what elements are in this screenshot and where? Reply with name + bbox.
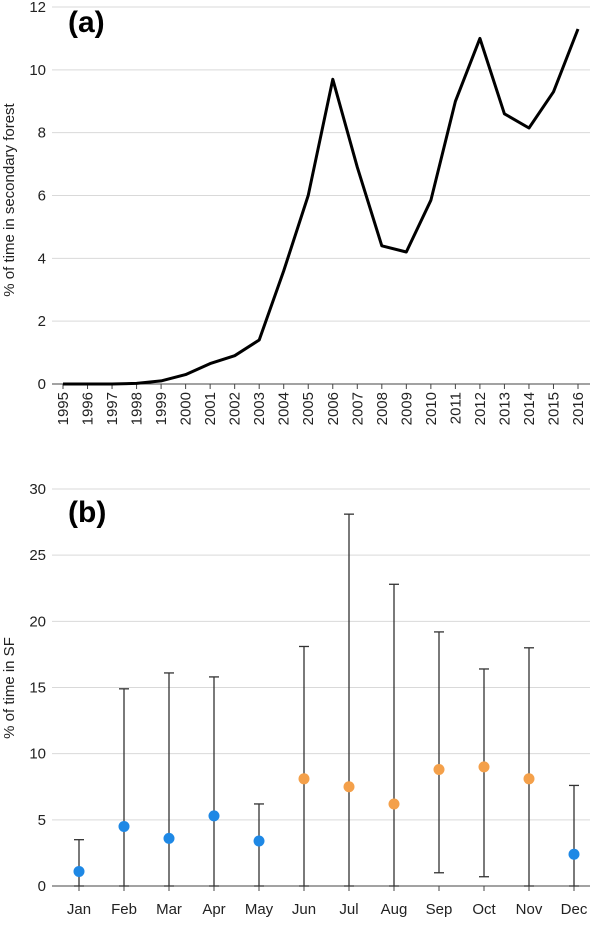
data-point: [73, 865, 85, 877]
data-point: [343, 781, 355, 793]
error-bar: [164, 672, 174, 887]
error-bar: [389, 583, 399, 887]
error-bar: [119, 688, 129, 887]
x-tick-label: 1996: [80, 392, 97, 425]
x-tick-label: 1997: [104, 392, 121, 425]
x-tick-label: 2014: [521, 392, 538, 425]
x-tick-label: 2013: [496, 392, 513, 425]
x-tick-label: 2000: [178, 392, 195, 425]
panel-a-label: (a): [68, 6, 105, 39]
x-tick-label: 2006: [325, 392, 342, 425]
panel-a-y-tick-labels: 0 2 4 6 8 10 12: [29, 0, 46, 393]
y-tick-label: 10: [29, 62, 46, 79]
error-bar: [524, 647, 534, 887]
x-tick-label: 2009: [398, 392, 415, 425]
x-tick-label: Jul: [339, 901, 358, 918]
panel-b-label: (b): [68, 496, 106, 529]
error-bar: [299, 645, 309, 887]
error-bar: [209, 676, 219, 887]
x-tick-label: 2001: [202, 392, 219, 425]
y-tick-label: 15: [29, 680, 46, 697]
x-tick-label: 1995: [55, 392, 72, 425]
y-tick-label: 8: [38, 125, 46, 142]
data-point: [208, 810, 220, 822]
panel-a-y-axis-label: % of time in secondary forest: [1, 102, 18, 296]
data-point: [298, 773, 310, 785]
x-tick-label: Nov: [516, 901, 543, 918]
data-point: [118, 820, 130, 832]
y-tick-label: 12: [29, 0, 46, 16]
panel-a-series-line: [63, 28, 580, 386]
panel-a: 0 2 4 6 8 10 12 1995 1996 1997 1998 1999 2000 2001 20…: [1, 0, 590, 425]
y-tick-label: 5: [38, 812, 46, 829]
error-bar: [74, 839, 84, 887]
x-tick-label: Oct: [472, 901, 496, 918]
y-tick-label: 0: [38, 376, 46, 393]
data-point: [478, 761, 490, 773]
data-point: [253, 835, 265, 847]
y-tick-label: 0: [38, 878, 46, 895]
x-tick-label: 2008: [374, 392, 391, 425]
y-tick-label: 30: [29, 481, 46, 498]
x-tick-label: Aug: [381, 901, 408, 918]
panel-b: 0 5 10 15 20 25 30 Jan Feb Mar Apr May Jun Jul Aug Sep…: [1, 481, 590, 918]
panel-a-x-tick-labels: 1995 1996 1997 1998 1999 2000 2001 2002 2003 2004…: [55, 384, 587, 425]
x-tick-label: Apr: [202, 901, 225, 918]
error-bar: [569, 784, 579, 887]
x-tick-label: Jan: [67, 901, 91, 918]
x-tick-label: May: [245, 901, 274, 918]
data-point: [433, 764, 445, 776]
panel-b-points: [73, 761, 580, 877]
y-tick-label: 10: [29, 746, 46, 763]
x-tick-label: 1999: [153, 392, 170, 425]
x-tick-label: 2004: [276, 392, 293, 425]
data-point: [568, 848, 580, 860]
panel-b-error-bars: [74, 513, 579, 887]
panel-b-x-tick-labels: Jan Feb Mar Apr May Jun Jul Aug Sep Oct Nov Dec: [67, 886, 588, 918]
x-tick-label: 2016: [570, 392, 587, 425]
data-point: [163, 832, 175, 844]
data-point: [388, 798, 400, 810]
x-tick-label: 2012: [472, 392, 489, 425]
x-tick-label: 2011: [447, 392, 464, 424]
x-tick-label: 1998: [129, 392, 146, 425]
x-tick-label: 2007: [349, 392, 366, 425]
y-tick-label: 20: [29, 613, 46, 630]
panel-b-gridlines: [52, 488, 590, 821]
x-tick-label: Jun: [292, 901, 316, 918]
y-tick-label: 6: [38, 188, 46, 205]
x-tick-label: 2002: [227, 392, 244, 425]
x-tick-label: 2015: [545, 392, 562, 425]
x-tick-label: 2010: [423, 392, 440, 425]
x-tick-label: Dec: [561, 901, 588, 918]
x-tick-label: Feb: [111, 901, 137, 918]
panel-b-y-axis-label: % of time in SF: [1, 637, 18, 739]
error-bar: [344, 513, 354, 887]
x-tick-label: 2003: [251, 392, 268, 425]
data-point: [523, 773, 535, 785]
x-tick-label: Mar: [156, 901, 182, 918]
error-bar: [479, 668, 489, 878]
panel-a-gridlines: [52, 6, 590, 322]
panel-b-y-tick-labels: 0 5 10 15 20 25 30: [29, 481, 46, 895]
y-tick-label: 25: [29, 547, 46, 564]
y-tick-label: 2: [38, 313, 46, 330]
error-bar: [434, 631, 444, 874]
x-tick-label: 2005: [300, 392, 317, 425]
y-tick-label: 4: [38, 250, 46, 267]
x-tick-label: Sep: [426, 901, 453, 918]
